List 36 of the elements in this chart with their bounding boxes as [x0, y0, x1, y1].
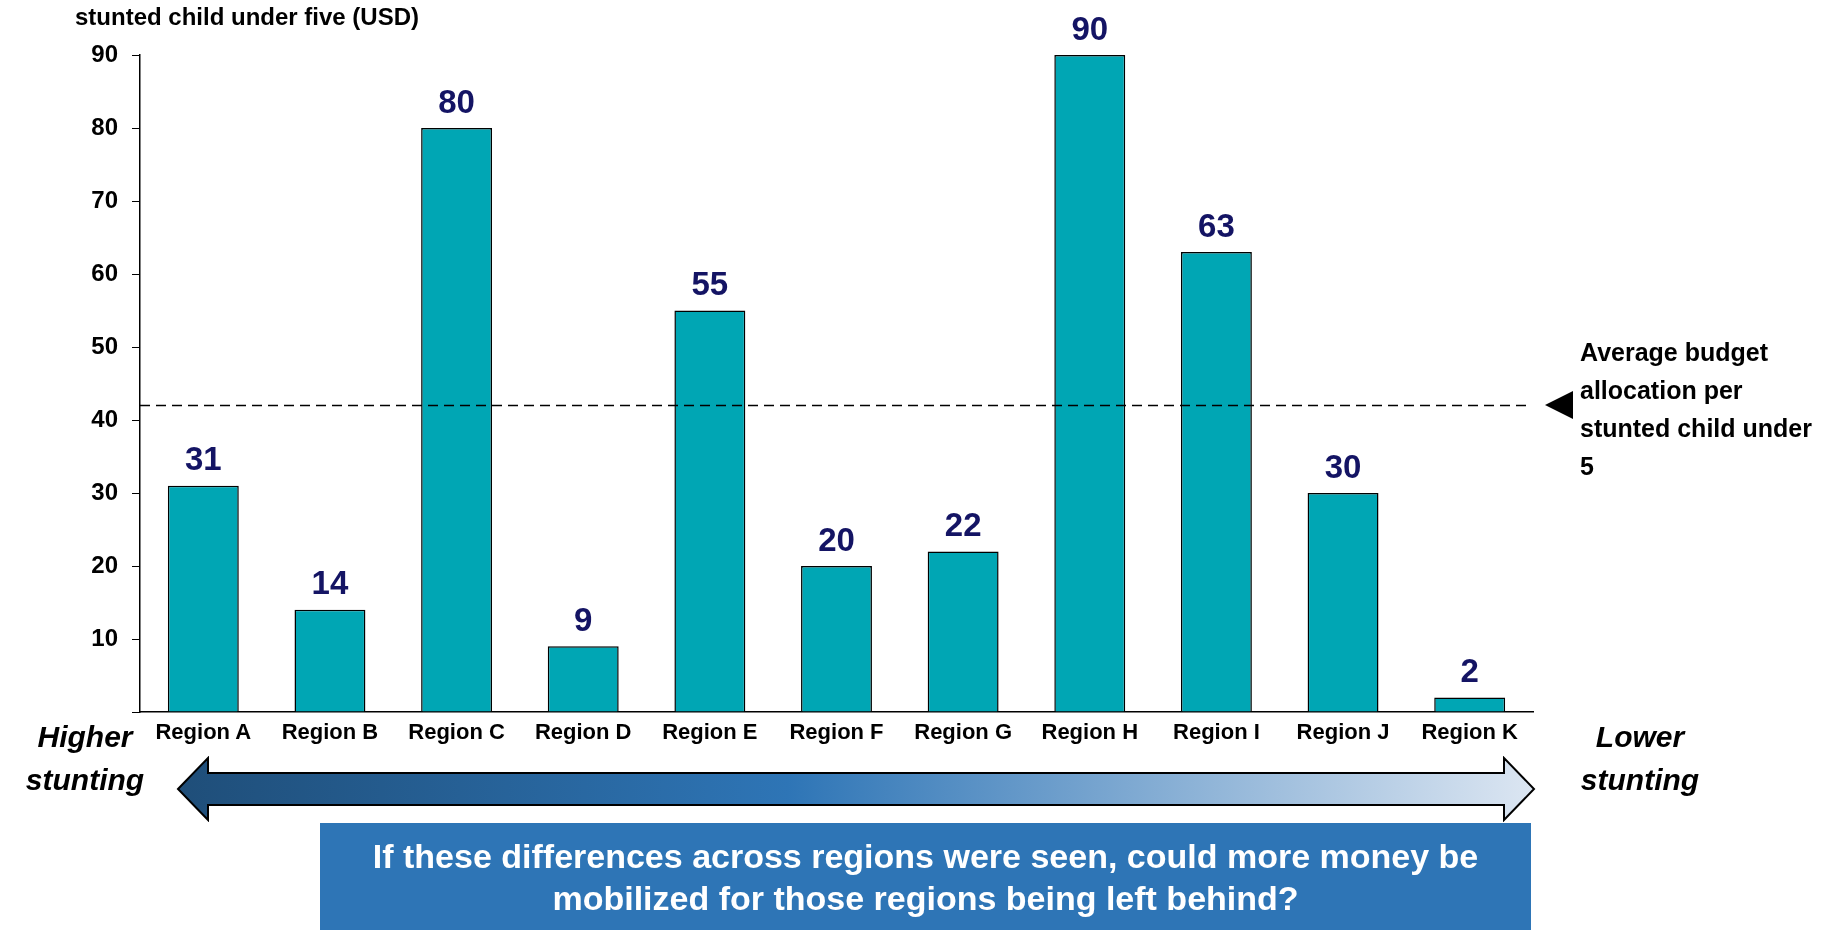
x-tick-label: Region D: [534, 719, 632, 745]
y-tick-label: 70: [91, 185, 118, 213]
x-tick-label: Region B: [281, 719, 379, 745]
text: If these differences across regions were seen, could more money be mobilized for those regions being left behind?: [371, 835, 1480, 919]
x-tick-label: Region G: [914, 719, 1013, 745]
data-label: 9: [574, 600, 593, 638]
y-tick-label: 40: [91, 404, 118, 432]
text: Lower stunting: [1579, 719, 1701, 798]
ref-line-label: Average budget allocation per stunted child under 5: [1580, 337, 1813, 483]
text: Higher stunting: [25, 720, 145, 796]
data-label: 63: [1198, 206, 1235, 244]
data-label: 22: [944, 505, 982, 543]
chart-title: stunted child under five (USD): [75, 2, 420, 30]
x-tick-label: Region C: [408, 719, 505, 745]
x-tick-label: Region A: [155, 719, 252, 745]
x-tick-label: Region J: [1296, 719, 1390, 745]
data-label: 2: [1460, 651, 1479, 689]
y-tick-label: 60: [91, 258, 118, 286]
x-tick-label: Region I: [1173, 719, 1260, 745]
data-label: 14: [311, 564, 349, 602]
x-tick-label: Region E: [662, 719, 758, 745]
x-tick-label: Region H: [1041, 719, 1139, 745]
y-tick-label: 80: [91, 112, 118, 140]
data-label: 20: [818, 520, 855, 558]
data-label: 31: [184, 440, 222, 478]
data-label: 90: [1071, 9, 1109, 47]
y-tick-label: 90: [91, 39, 118, 67]
x-tick-label: Region K: [1421, 719, 1519, 745]
data-label: 80: [438, 82, 475, 120]
x-tick-label: Region F: [789, 719, 884, 745]
y-tick-label: 10: [91, 623, 118, 651]
y-tick-label: 30: [91, 477, 118, 505]
data-label: 55: [691, 265, 729, 303]
data-label: 30: [1324, 447, 1362, 485]
y-tick-label: 50: [91, 331, 118, 359]
y-tick-label: 20: [91, 550, 118, 578]
